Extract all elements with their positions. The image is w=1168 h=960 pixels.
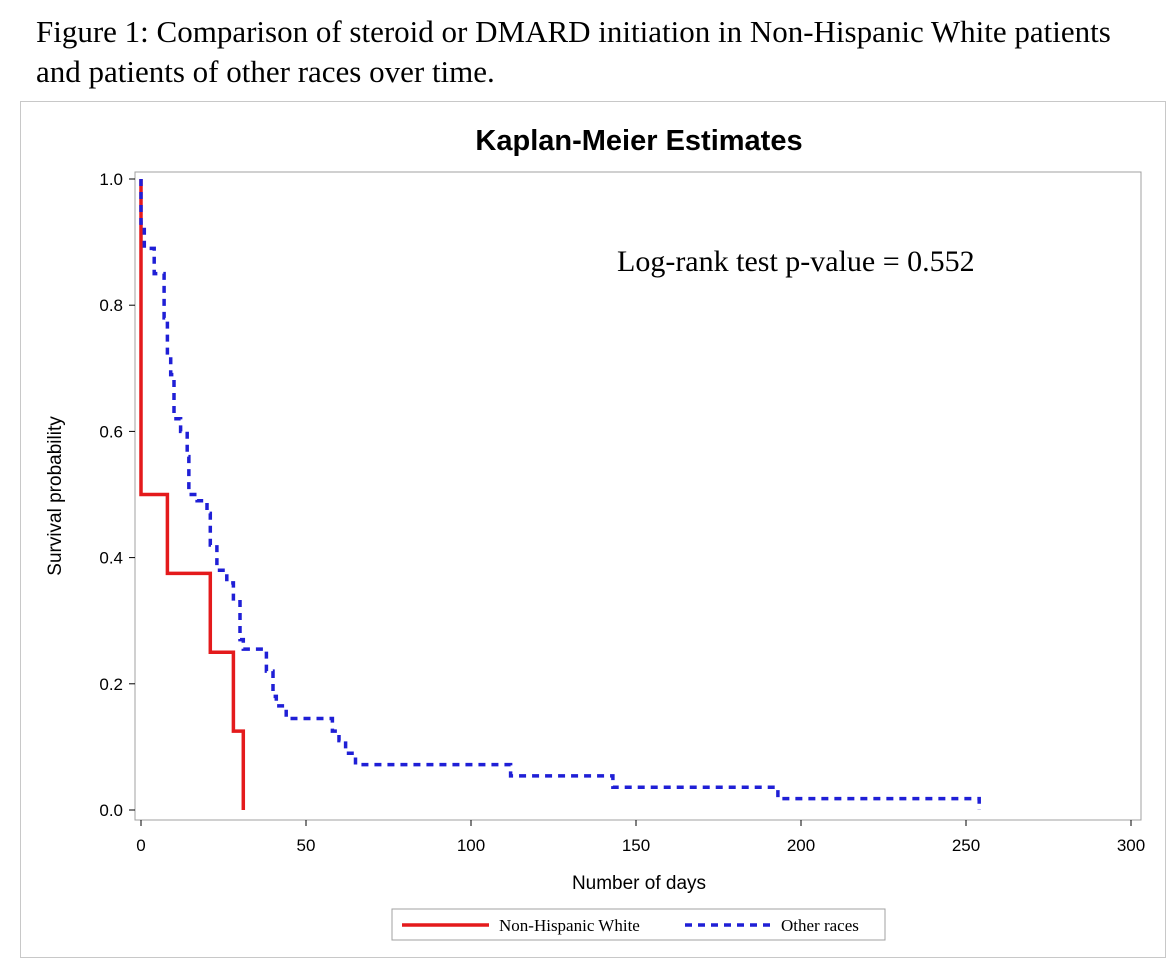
- figure-caption: Figure 1: Comparison of steroid or DMARD…: [36, 14, 1111, 89]
- plot-area: [134, 171, 1142, 821]
- x-axis-label: Number of days: [572, 873, 706, 894]
- y-tick-label: 0.8: [99, 296, 123, 315]
- chart-title: Kaplan-Meier Estimates: [475, 125, 802, 157]
- x-tick-label: 100: [457, 836, 485, 855]
- series-line-non-hispanic-white: [139, 179, 246, 810]
- y-tick-label: 0.4: [99, 549, 123, 568]
- kaplan-meier-chart: Kaplan-Meier Estimates 0.0 0.2 0.4 0.6 0.8 1.…: [45, 125, 1145, 941]
- series-line-other-races: [139, 179, 981, 810]
- y-tick-label: 0.6: [99, 422, 123, 441]
- series-layer: [139, 179, 981, 810]
- x-tick-label: 150: [622, 836, 650, 855]
- y-tick-label: 0.0: [99, 801, 123, 820]
- x-tick-label: 0: [136, 836, 145, 855]
- y-axis-label: Survival probability: [45, 416, 66, 576]
- y-tick-label: 0.2: [99, 675, 123, 694]
- logrank-annotation: Log-rank test p-value = 0.552: [617, 245, 975, 278]
- x-tick-label: 300: [1117, 836, 1145, 855]
- x-tick-label: 200: [787, 836, 815, 855]
- chart-frame: Kaplan-Meier Estimates 0.0 0.2 0.4 0.6 0.8 1.…: [20, 101, 1166, 958]
- x-axis: 0 50 100 150 200 250 300: [136, 820, 1145, 855]
- legend: Non-Hispanic White Other races: [391, 908, 886, 941]
- x-tick-label: 50: [297, 836, 316, 855]
- x-tick-label: 250: [952, 836, 980, 855]
- legend-label-non-hispanic-white: Non-Hispanic White: [499, 916, 640, 935]
- y-tick-label: 1.0: [99, 170, 123, 189]
- y-axis: 0.0 0.2 0.4 0.6 0.8 1.0: [99, 170, 135, 820]
- legend-label-other-races: Other races: [781, 916, 859, 935]
